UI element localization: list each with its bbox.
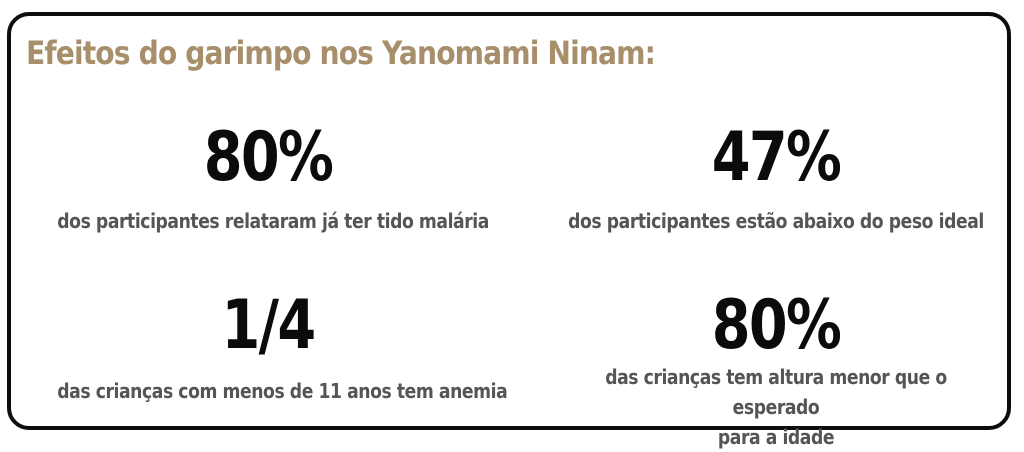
stat-description-line-2: para a idade bbox=[717, 425, 835, 449]
stat-description: das crianças com menos de 11 anos tem an… bbox=[57, 379, 508, 403]
stat-anemia: 1/4 das crianças com menos de 11 anos te… bbox=[23, 292, 513, 406]
stat-value: 80% bbox=[711, 286, 842, 365]
stat-value: 47% bbox=[711, 118, 842, 197]
stat-value: 1/4 bbox=[221, 286, 316, 365]
stat-description: das crianças tem altura menor que o espe… bbox=[565, 362, 986, 452]
stat-description: dos participantes estão abaixo do peso i… bbox=[568, 209, 984, 233]
card-title: Efeitos do garimpo nos Yanomami Ninam: bbox=[26, 34, 656, 72]
stat-height: 80% das crianças tem altura menor que o … bbox=[531, 292, 1021, 452]
stat-malaria: 80% dos participantes relataram já ter t… bbox=[23, 124, 513, 236]
infographic-card: Efeitos do garimpo nos Yanomami Ninam: 8… bbox=[7, 12, 1011, 449]
stat-description: dos participantes relataram já ter tido … bbox=[57, 209, 489, 233]
stat-description-line-1: das crianças tem altura menor que o espe… bbox=[605, 365, 947, 419]
stat-value: 80% bbox=[203, 118, 334, 197]
stat-underweight: 47% dos participantes estão abaixo do pe… bbox=[531, 124, 1021, 236]
